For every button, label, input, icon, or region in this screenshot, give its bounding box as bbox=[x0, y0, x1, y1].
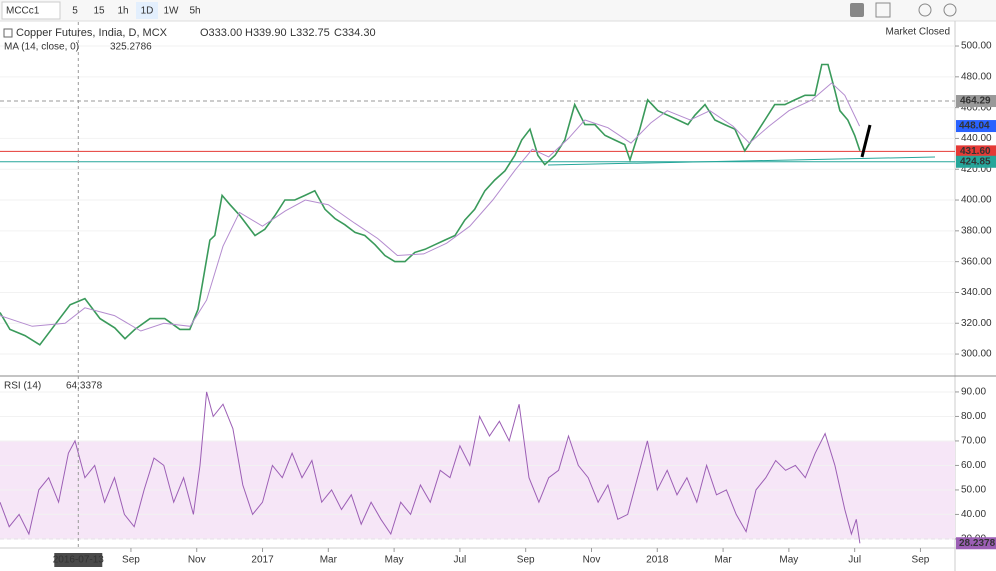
interval: 15 bbox=[93, 6, 105, 17]
interval: 1W bbox=[164, 6, 180, 17]
layout-icon[interactable] bbox=[875, 2, 891, 18]
crosshair-tag bbox=[54, 553, 103, 567]
symbol-title: Copper Futures, India, D, MCX bbox=[16, 27, 168, 39]
x-tick-label: Jul bbox=[848, 555, 861, 566]
value-tag-label: 448.04 bbox=[959, 121, 990, 132]
ma-value: 325.2786 bbox=[110, 42, 152, 53]
interval-button[interactable] bbox=[88, 2, 110, 19]
y-tick-label: 70.00 bbox=[961, 436, 986, 447]
low: L332.75 bbox=[290, 27, 330, 39]
close: C334.30 bbox=[334, 27, 376, 39]
ma-label: MA (14, close, 0) bbox=[4, 42, 79, 53]
value-tag bbox=[956, 120, 996, 133]
price-tag-label: 464.29 bbox=[960, 96, 991, 107]
intervals: 5 15 1h 1D 1W 5h bbox=[64, 2, 206, 19]
price-tag-label: 424.85 bbox=[960, 156, 991, 167]
y-tick-label: 300.00 bbox=[961, 349, 992, 360]
y-tick-label: 60.00 bbox=[961, 460, 986, 471]
x-tick-label: Jul bbox=[454, 555, 467, 566]
y-tick-label: 480.00 bbox=[961, 71, 992, 82]
x-tick-label: 2018 bbox=[646, 555, 669, 566]
y-tick-label: 40.00 bbox=[961, 509, 986, 520]
price-tag-label: 431.60 bbox=[960, 146, 991, 157]
symbol: MCCc1 bbox=[6, 6, 40, 17]
y-tick-label: 320.00 bbox=[961, 318, 992, 329]
y-tick-label: 440.00 bbox=[961, 133, 992, 144]
series-line bbox=[0, 82, 861, 332]
rsi-label: RSI (14) bbox=[4, 381, 41, 392]
interval-button[interactable] bbox=[184, 2, 206, 19]
price-tag bbox=[956, 155, 996, 168]
cloud-icon[interactable] bbox=[918, 3, 932, 17]
series-line bbox=[0, 63, 861, 346]
x-tick-label: Mar bbox=[320, 555, 338, 566]
crosshair-label: 2016-07-13 bbox=[53, 555, 105, 566]
camera-icon[interactable] bbox=[850, 3, 864, 17]
x-tick-label: Nov bbox=[583, 555, 601, 566]
x-tick-label: Nov bbox=[188, 555, 206, 566]
interval: 1h bbox=[117, 6, 128, 17]
x-tick-label: May bbox=[385, 555, 404, 566]
series-line bbox=[0, 391, 861, 544]
interval: 1D bbox=[141, 6, 154, 17]
x-tick-label: 2017 bbox=[251, 555, 274, 566]
interval-button[interactable] bbox=[160, 2, 182, 19]
interval-button[interactable] bbox=[64, 2, 86, 19]
y-tick-label: 90.00 bbox=[961, 387, 986, 398]
interval-button[interactable] bbox=[136, 2, 158, 19]
market-status: Market Closed bbox=[886, 27, 950, 38]
price-tag bbox=[956, 95, 996, 108]
x-tick-label: Mar bbox=[714, 555, 732, 566]
y-tick-label: 360.00 bbox=[961, 256, 992, 267]
collapse-icon[interactable] bbox=[3, 28, 13, 38]
y-tick-label: 400.00 bbox=[961, 195, 992, 206]
y-tick-label: 380.00 bbox=[961, 225, 992, 236]
y-tick-label: 50.00 bbox=[961, 485, 986, 496]
cloud-icon[interactable] bbox=[943, 3, 957, 17]
interval: 5 bbox=[72, 6, 78, 17]
symbol-box[interactable] bbox=[1, 1, 61, 20]
interval: 5h bbox=[189, 6, 200, 17]
drawn-line bbox=[860, 124, 872, 158]
x-tick-label: Sep bbox=[122, 555, 140, 566]
y-tick-label: 460.00 bbox=[961, 102, 992, 113]
high: H339.90 bbox=[245, 27, 287, 39]
y-tick-label: 420.00 bbox=[961, 164, 992, 175]
x-tick-label: Sep bbox=[517, 555, 535, 566]
open: O333.00 bbox=[200, 27, 242, 39]
y-tick-label: 80.00 bbox=[961, 411, 986, 422]
x-tick-label: May bbox=[779, 555, 798, 566]
y-tick-label: 340.00 bbox=[961, 287, 992, 298]
trend-line bbox=[547, 156, 936, 166]
interval-button[interactable] bbox=[112, 2, 134, 19]
value-tag-label: 28.2378 bbox=[959, 538, 996, 549]
price-tag bbox=[956, 145, 996, 158]
value-tag bbox=[956, 537, 996, 550]
x-tick-label: Sep bbox=[912, 555, 930, 566]
plot: 300.00 320.00 340.00 360.00 380.00 400.00 420.… bbox=[0, 22, 996, 567]
toolbar bbox=[0, 0, 996, 21]
rsi-value: 64.3378 bbox=[66, 381, 103, 392]
y-tick-label: 500.00 bbox=[961, 41, 992, 52]
